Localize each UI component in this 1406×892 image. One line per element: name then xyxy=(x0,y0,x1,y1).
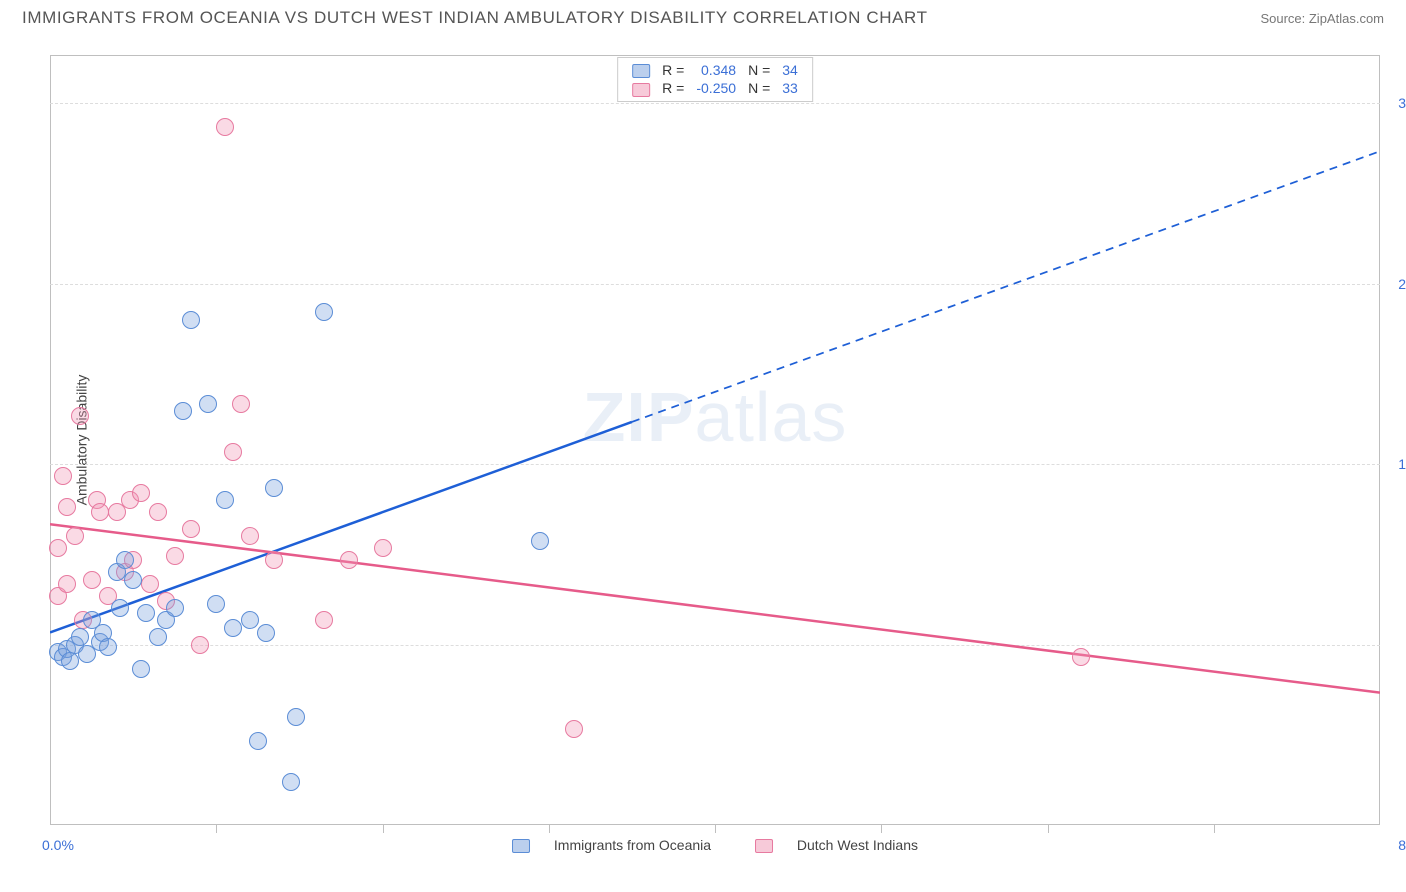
x-tick xyxy=(383,825,384,833)
data-point-blue xyxy=(137,604,155,622)
legend-swatch-blue-bottom xyxy=(512,839,530,853)
data-point-blue xyxy=(99,638,117,656)
gridline xyxy=(50,645,1380,646)
data-point-pink xyxy=(83,571,101,589)
data-point-pink xyxy=(265,551,283,569)
legend-swatch-pink-bottom xyxy=(755,839,773,853)
y-tick-label: 22.5% xyxy=(1398,276,1406,292)
data-point-pink xyxy=(232,395,250,413)
data-point-pink xyxy=(374,539,392,557)
gridline xyxy=(50,103,1380,104)
data-point-pink xyxy=(54,467,72,485)
data-point-pink xyxy=(241,527,259,545)
legend-swatch-blue xyxy=(632,64,650,78)
data-point-pink xyxy=(58,575,76,593)
plot-border xyxy=(50,55,1380,825)
data-point-pink xyxy=(49,539,67,557)
data-point-pink xyxy=(66,527,84,545)
data-point-blue xyxy=(241,611,259,629)
data-point-blue xyxy=(124,571,142,589)
data-point-pink xyxy=(224,443,242,461)
x-tick xyxy=(1048,825,1049,833)
x-tick xyxy=(216,825,217,833)
data-point-pink xyxy=(565,720,583,738)
y-axis-label: Ambulatory Disability xyxy=(73,375,89,506)
data-point-blue xyxy=(61,652,79,670)
data-point-blue xyxy=(166,599,184,617)
data-point-blue xyxy=(111,599,129,617)
data-point-pink xyxy=(141,575,159,593)
chart-title: IMMIGRANTS FROM OCEANIA VS DUTCH WEST IN… xyxy=(22,8,928,28)
data-point-blue xyxy=(71,628,89,646)
data-point-blue xyxy=(149,628,167,646)
data-point-pink xyxy=(132,484,150,502)
data-point-pink xyxy=(166,547,184,565)
data-point-blue xyxy=(531,532,549,550)
data-point-blue xyxy=(182,311,200,329)
data-point-pink xyxy=(71,407,89,425)
data-point-pink xyxy=(182,520,200,538)
series-legend: Immigrants from Oceania Dutch West India… xyxy=(492,837,938,853)
data-point-blue xyxy=(287,708,305,726)
data-point-blue xyxy=(207,595,225,613)
data-point-blue xyxy=(265,479,283,497)
data-point-blue xyxy=(132,660,150,678)
data-point-pink xyxy=(315,611,333,629)
gridline xyxy=(50,284,1380,285)
data-point-blue xyxy=(174,402,192,420)
data-point-blue xyxy=(199,395,217,413)
y-tick-label: 15.0% xyxy=(1398,456,1406,472)
legend-label-pink: Dutch West Indians xyxy=(797,837,918,853)
data-point-pink xyxy=(340,551,358,569)
legend-row-blue: R = 0.348 N = 34 xyxy=(626,61,804,79)
chart-plot-area: Ambulatory Disability 7.5%15.0%22.5%30.0… xyxy=(50,55,1380,825)
data-point-blue xyxy=(224,619,242,637)
data-point-blue xyxy=(116,551,134,569)
legend-label-blue: Immigrants from Oceania xyxy=(554,837,711,853)
data-point-blue xyxy=(216,491,234,509)
data-point-pink xyxy=(216,118,234,136)
data-point-pink xyxy=(1072,648,1090,666)
data-point-pink xyxy=(191,636,209,654)
legend-row-pink: R = -0.250 N = 33 xyxy=(626,79,804,97)
data-point-pink xyxy=(149,503,167,521)
x-tick xyxy=(1214,825,1215,833)
y-tick-label: 30.0% xyxy=(1398,95,1406,111)
data-point-pink xyxy=(91,503,109,521)
x-tick xyxy=(715,825,716,833)
data-point-pink xyxy=(58,498,76,516)
data-point-blue xyxy=(249,732,267,750)
gridline xyxy=(50,464,1380,465)
x-tick xyxy=(549,825,550,833)
legend-swatch-pink xyxy=(632,83,650,97)
x-tick xyxy=(881,825,882,833)
data-point-blue xyxy=(282,773,300,791)
source-attribution: Source: ZipAtlas.com xyxy=(1260,11,1384,26)
data-point-blue xyxy=(315,303,333,321)
x-axis-max-label: 80.0% xyxy=(1398,837,1406,853)
x-axis-min-label: 0.0% xyxy=(42,837,74,853)
data-point-blue xyxy=(257,624,275,642)
correlation-legend: R = 0.348 N = 34 R = -0.250 N = 33 xyxy=(617,57,813,102)
